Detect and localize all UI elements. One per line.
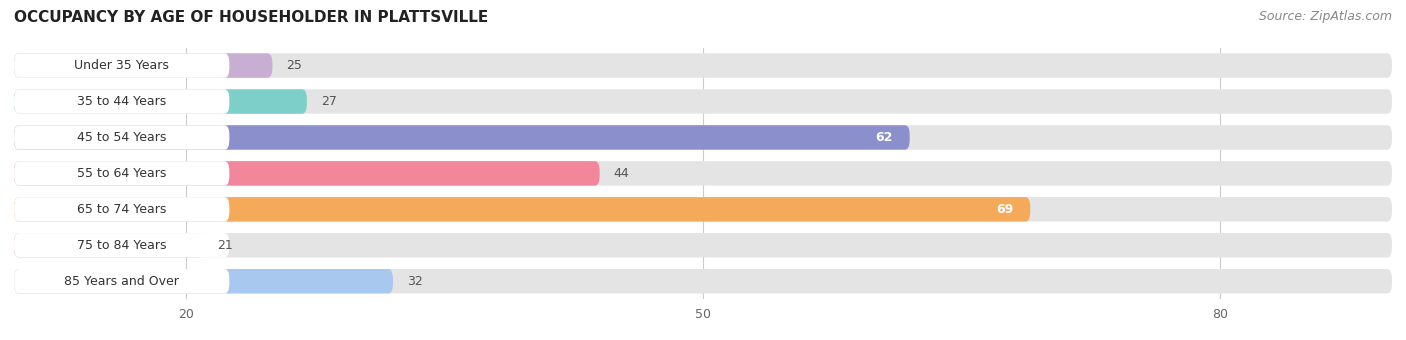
FancyBboxPatch shape (14, 53, 1392, 78)
FancyBboxPatch shape (14, 269, 1392, 293)
FancyBboxPatch shape (14, 269, 229, 293)
Text: 75 to 84 Years: 75 to 84 Years (77, 239, 166, 252)
FancyBboxPatch shape (14, 125, 910, 150)
Text: 69: 69 (995, 203, 1014, 216)
Text: 21: 21 (218, 239, 233, 252)
Text: 62: 62 (875, 131, 893, 144)
FancyBboxPatch shape (14, 125, 1392, 150)
Text: Source: ZipAtlas.com: Source: ZipAtlas.com (1258, 10, 1392, 23)
Text: 55 to 64 Years: 55 to 64 Years (77, 167, 166, 180)
FancyBboxPatch shape (14, 161, 600, 186)
FancyBboxPatch shape (14, 233, 204, 257)
FancyBboxPatch shape (14, 269, 394, 293)
FancyBboxPatch shape (14, 89, 307, 114)
FancyBboxPatch shape (14, 197, 1031, 222)
FancyBboxPatch shape (14, 233, 1392, 257)
Text: OCCUPANCY BY AGE OF HOUSEHOLDER IN PLATTSVILLE: OCCUPANCY BY AGE OF HOUSEHOLDER IN PLATT… (14, 10, 488, 25)
FancyBboxPatch shape (14, 89, 1392, 114)
Text: 85 Years and Over: 85 Years and Over (65, 275, 179, 288)
Text: 44: 44 (613, 167, 630, 180)
Text: 45 to 54 Years: 45 to 54 Years (77, 131, 166, 144)
FancyBboxPatch shape (14, 125, 229, 150)
FancyBboxPatch shape (14, 89, 229, 114)
Text: 35 to 44 Years: 35 to 44 Years (77, 95, 166, 108)
FancyBboxPatch shape (14, 197, 1392, 222)
Text: 65 to 74 Years: 65 to 74 Years (77, 203, 166, 216)
FancyBboxPatch shape (14, 53, 273, 78)
FancyBboxPatch shape (14, 233, 229, 257)
FancyBboxPatch shape (14, 161, 229, 186)
FancyBboxPatch shape (14, 53, 229, 78)
FancyBboxPatch shape (14, 197, 229, 222)
Text: 27: 27 (321, 95, 336, 108)
Text: 25: 25 (287, 59, 302, 72)
FancyBboxPatch shape (14, 161, 1392, 186)
Text: Under 35 Years: Under 35 Years (75, 59, 169, 72)
Text: 32: 32 (406, 275, 423, 288)
